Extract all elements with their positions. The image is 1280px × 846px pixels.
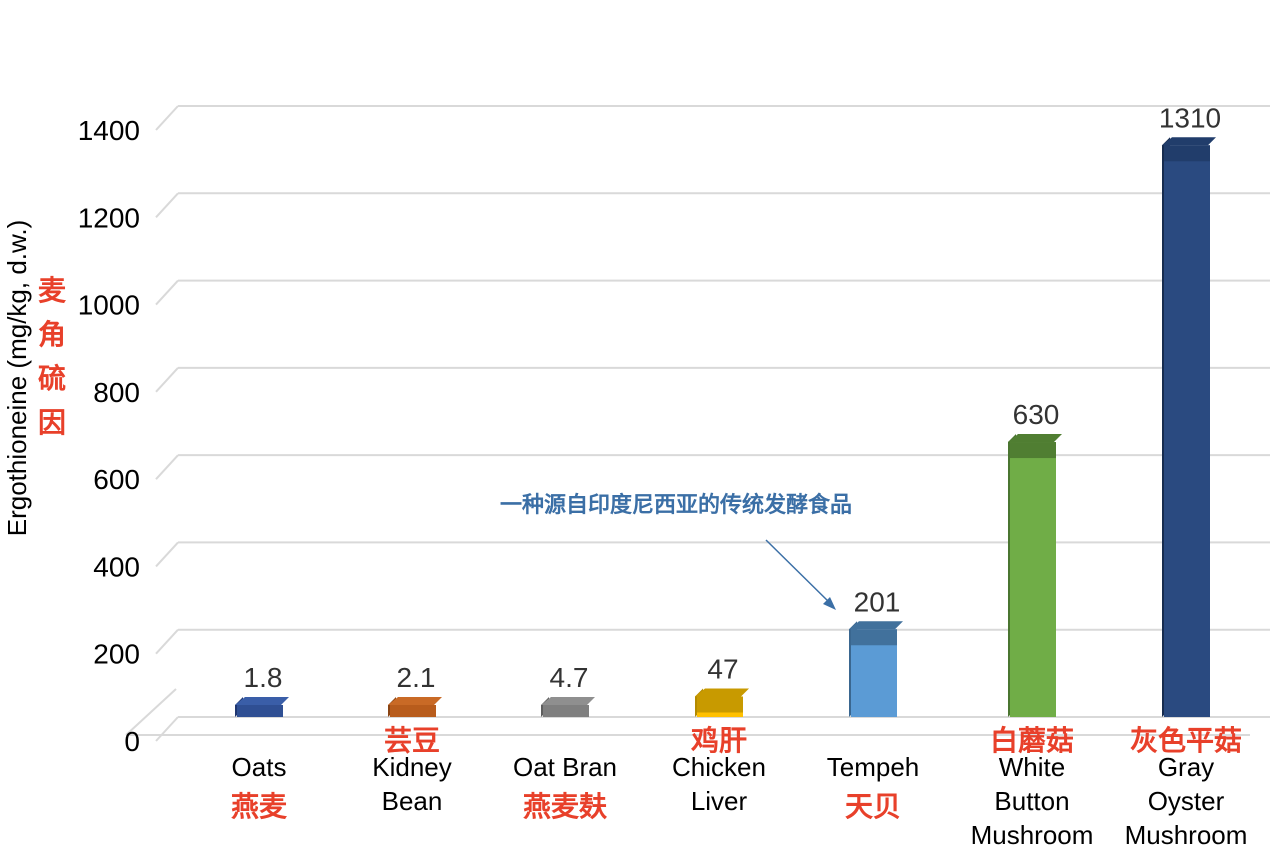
category-label: Chicken: [672, 752, 766, 782]
bar-top: [695, 688, 749, 697]
bar: [390, 705, 436, 717]
y-tick-label: 1200: [78, 202, 140, 233]
category-label: Kidney: [372, 752, 452, 782]
category-label: Oats: [232, 752, 287, 782]
bar-top: [235, 697, 289, 705]
gridline-diag: [155, 541, 179, 568]
y-tick-label: 400: [93, 551, 140, 582]
gridline-diag: [155, 629, 179, 655]
y-axis-label-cn-char: 硫: [38, 362, 66, 394]
y-tick-label: 0: [124, 726, 140, 757]
floor-edge: [125, 688, 177, 736]
data-label: 47: [707, 653, 738, 684]
data-label: 1.8: [244, 662, 283, 693]
category-label: Tempeh: [827, 752, 920, 782]
bar-top-band: [1010, 442, 1056, 459]
category-label-cn: 天贝: [845, 791, 901, 822]
category-label: Button: [994, 786, 1069, 816]
y-axis-label: Ergothioneine (mg/kg, d.w.): [2, 220, 32, 537]
category-label-cn: 白蘑菇: [990, 724, 1074, 756]
bar-top: [1162, 137, 1216, 146]
gridlines: [125, 105, 1270, 742]
y-axis-ticks: 0 200 400 600 800 1000 1200 1400: [78, 115, 140, 757]
gridline-diag: [155, 367, 179, 393]
category-label: Oat Bran: [513, 752, 617, 782]
bar-top: [1008, 434, 1062, 443]
data-label: 1310: [1159, 102, 1221, 133]
category-label-cn: 灰色平菇: [1130, 724, 1242, 756]
y-axis-label-cn-char: 因: [38, 407, 66, 438]
bar-top-band: [851, 629, 897, 646]
bars: [235, 137, 1216, 717]
category-label: Bean: [382, 786, 443, 816]
y-tick-label: 600: [93, 464, 140, 495]
y-tick-label: 1400: [78, 115, 140, 146]
bar: [237, 705, 283, 717]
annotation-arrow: [765, 539, 833, 606]
category-label-cn: 燕麦麸: [523, 791, 608, 822]
y-axis-label-cn-char: 角: [38, 318, 66, 350]
bar-top: [849, 621, 903, 630]
gridline-diag: [155, 192, 179, 218]
category-label: Mushroom: [971, 820, 1094, 846]
category-label: Mushroom: [1125, 820, 1248, 846]
data-label: 630: [1013, 399, 1060, 430]
annotation-text: 一种源自印度尼西亚的传统发酵食品: [500, 492, 852, 517]
gridline-diag: [155, 716, 179, 742]
bar: [1010, 442, 1056, 717]
bar-top-band: [1164, 145, 1210, 162]
bar-top: [388, 697, 442, 705]
category-label: Liver: [691, 786, 748, 816]
category-label: Gray: [1158, 752, 1214, 782]
data-label: 4.7: [550, 662, 589, 693]
gridline-diag: [155, 454, 179, 480]
data-label: 201: [854, 586, 901, 617]
bar-top: [541, 697, 595, 705]
data-labels: 1.8 2.1 4.7 47 201 630 1310: [244, 102, 1222, 693]
y-tick-label: 800: [93, 377, 140, 408]
category-label: Oyster: [1148, 786, 1225, 816]
bar: [543, 705, 589, 717]
category-label-cn: 鸡肝: [690, 724, 747, 756]
gridline-diag: [155, 105, 179, 131]
category-labels: Oats 燕麦 Kidney Bean 芸豆 Oat Bran 燕麦麸 Chicken Live…: [231, 724, 1247, 846]
annotation-arrowhead: [823, 597, 836, 610]
bar-top-band: [697, 696, 743, 713]
gridline-diag: [155, 279, 179, 306]
y-axis-label-cn-char: 麦: [38, 275, 67, 306]
category-label: White: [999, 752, 1065, 782]
annotation: 一种源自印度尼西亚的传统发酵食品: [500, 492, 852, 610]
bar: [1164, 145, 1210, 717]
y-tick-label: 200: [93, 639, 140, 670]
y-tick-label: 1000: [78, 290, 140, 321]
data-label: 2.1: [397, 662, 436, 693]
category-label-cn: 燕麦: [231, 791, 288, 822]
category-label-cn: 芸豆: [384, 725, 440, 756]
